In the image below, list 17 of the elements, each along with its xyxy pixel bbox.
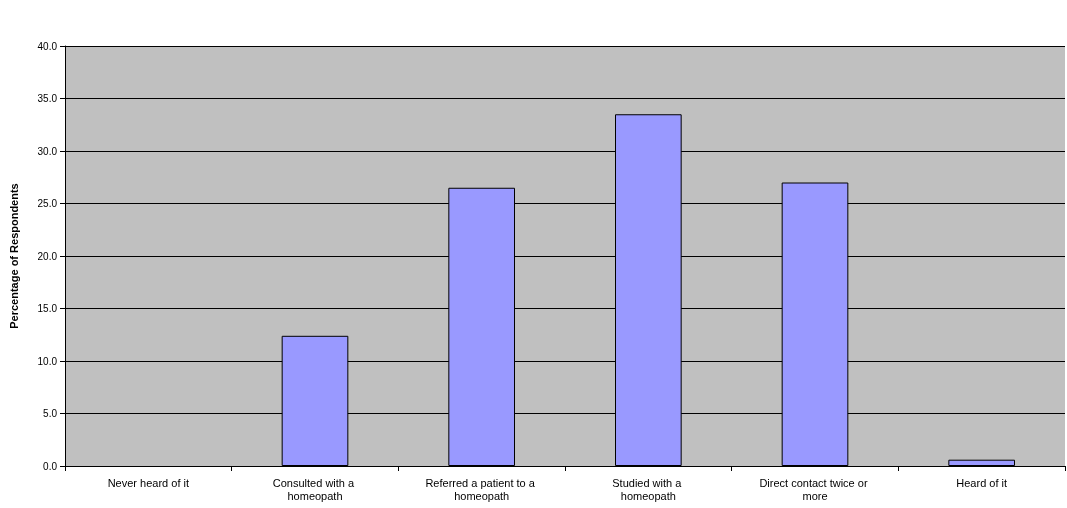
y-tick-label: 10.0	[37, 355, 58, 367]
x-tick-label: Consulted with a homeopath	[272, 476, 358, 502]
y-tick-label: 20.0	[37, 250, 58, 262]
y-tick-label: 40.0	[37, 40, 58, 52]
x-tick-label: Direct contact twice or more	[759, 476, 871, 502]
y-tick-label: 30.0	[37, 145, 58, 157]
y-tick-label: 0.0	[43, 460, 58, 472]
x-tick-label: Studied with a homeopath	[612, 476, 685, 502]
y-axis-title: Percentage of Respondents	[7, 183, 20, 329]
bar	[948, 459, 1015, 466]
y-tick-label: 25.0	[37, 198, 58, 209]
y-tick-label: 35.0	[37, 93, 58, 104]
y-tick-label: 15.0	[37, 303, 58, 314]
x-tick-label: Referred a patient to a homeopath	[425, 476, 538, 502]
x-tick-label: Heard of it	[956, 476, 1008, 489]
y-tick-label: 5.0	[43, 408, 58, 419]
x-tick-label: Never heard of it	[107, 476, 189, 489]
